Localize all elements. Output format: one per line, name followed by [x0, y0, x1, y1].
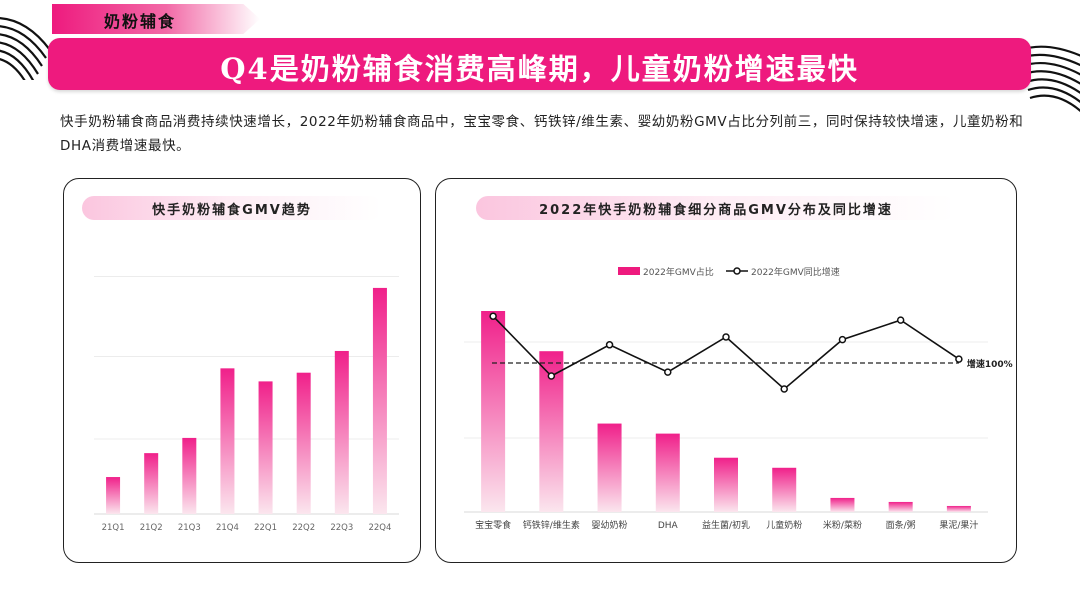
- bar: [946, 505, 971, 512]
- bar: [144, 453, 159, 514]
- growth-point: [955, 355, 963, 363]
- x-tick-label: 22Q2: [292, 523, 315, 533]
- x-tick-label: 21Q2: [140, 523, 163, 533]
- legend-label-bar: 2022年GMV占比: [643, 266, 714, 278]
- x-tick-label: 婴幼奶粉: [592, 519, 628, 531]
- growth-point: [605, 341, 614, 349]
- x-tick-label: 22Q1: [254, 523, 277, 533]
- section-tag-label: 奶粉辅食: [104, 12, 177, 31]
- bar: [830, 497, 855, 512]
- x-tick-label: 21Q3: [178, 523, 201, 533]
- bar: [334, 350, 349, 514]
- x-tick-label: 21Q1: [102, 523, 125, 533]
- bar: [597, 423, 622, 512]
- bar: [296, 372, 311, 514]
- bar: [258, 381, 273, 514]
- bar: [655, 433, 680, 512]
- x-tick-label: 儿童奶粉: [766, 519, 802, 531]
- gmv-trend-chart-title: 快手奶粉辅食GMV趋势: [152, 203, 312, 218]
- x-tick-label: 果泥/果汁: [939, 519, 978, 531]
- intro-paragraph: 快手奶粉辅食商品消费持续快速增长，2022年奶粉辅食商品中，宝宝零食、钙铁锌/维…: [60, 114, 1024, 154]
- x-tick-label: 宝宝零食: [475, 519, 511, 531]
- growth-point: [896, 316, 905, 324]
- legend-swatch-bar: [618, 267, 640, 275]
- gmv-distribution-panel: 2022年快手奶粉辅食细分商品GMV分布及同比增速 2022年GMV占比 2022…: [435, 178, 1017, 563]
- x-tick-label: 21Q4: [216, 523, 239, 533]
- x-tick-label: 22Q4: [368, 523, 391, 533]
- bar: [372, 287, 387, 514]
- gmv-distribution-chart-title: 2022年快手奶粉辅食细分商品GMV分布及同比增速: [539, 203, 893, 218]
- growth-point: [780, 385, 788, 393]
- bar: [714, 457, 738, 512]
- section-tag: 奶粉辅食: [52, 4, 260, 34]
- legend-marker-line: [733, 267, 741, 275]
- bar: [220, 368, 235, 514]
- bar: [772, 467, 797, 512]
- bar: [106, 477, 121, 514]
- x-tick-label: 面条/粥: [886, 519, 916, 531]
- bar: [481, 311, 506, 512]
- growth-point: [722, 333, 730, 341]
- growth-point: [489, 312, 497, 320]
- growth-point: [838, 335, 847, 344]
- x-tick-label: 22Q3: [330, 523, 353, 533]
- x-tick-label: DHA: [658, 521, 679, 531]
- growth-point: [547, 372, 556, 380]
- gmv-trend-panel: 快手奶粉辅食GMV趋势 21Q1 21Q2 21Q3 21Q4 22Q1 22Q2 22Q3…: [63, 178, 421, 563]
- page-title: Q4是奶粉辅食消费高峰期，儿童奶粉增速最快: [220, 52, 859, 86]
- bar: [182, 437, 197, 514]
- decorative-swirl-left: [0, 17, 51, 80]
- title-banner: Q4是奶粉辅食消费高峰期，儿童奶粉增速最快: [48, 38, 1031, 90]
- x-tick-label: 钙铁锌/维生素: [523, 519, 580, 531]
- bar: [888, 501, 913, 512]
- growth-point: [664, 368, 672, 376]
- x-tick-label: 米粉/菜粉: [823, 519, 862, 531]
- x-tick-label: 益生菌/初乳: [702, 519, 750, 531]
- reference-line-label: 增速100%: [967, 358, 1013, 370]
- panel-title-backdrop: [476, 196, 956, 220]
- gmv-trend-chart: 21Q1 21Q2 21Q3 21Q4 22Q1 22Q2 22Q3 22Q4: [94, 276, 399, 533]
- legend-label-line: 2022年GMV同比增速: [751, 266, 840, 278]
- panel-title-backdrop: [82, 196, 382, 220]
